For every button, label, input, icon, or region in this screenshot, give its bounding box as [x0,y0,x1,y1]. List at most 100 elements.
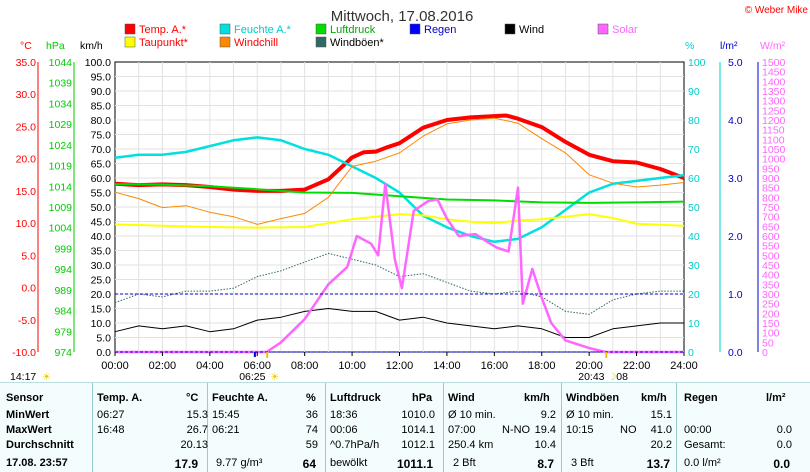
wind-axis-tick-label: 80.0 [91,115,112,127]
legend-swatch [124,23,136,35]
table-divider [443,383,444,472]
rain-axis-tick-label: 3.0 [728,173,743,185]
current-time-label: 14:17 [10,371,36,382]
table-cell-boe-t: Ø 10 min. [566,409,614,421]
copyright-text: © Weber Mike [745,5,809,16]
wind-axis-tick-label: 95.0 [91,72,112,84]
solar-axis-tick-label: 600 [762,231,780,243]
temp-axis-tick-label: 25.0 [16,121,37,133]
pressure-axis-tick-label: 1014 [49,181,73,193]
x-tick-label: 02:00 [149,360,177,372]
rain-axis-tick-label: 5.0 [728,57,743,69]
pressure-axis-tick-label: 999 [54,243,72,255]
table-cell-label: Durchschnitt [6,439,74,451]
rain-axis-tick-label: 4.0 [728,115,743,127]
table-cell-luft-t: 00:06 [330,424,358,436]
solar-axis-tick-label: 450 [762,260,780,272]
pressure-axis-tick-label: 1019 [49,161,73,173]
table-divider [676,383,677,472]
legend-swatch [315,36,327,48]
pressure-axis-tick-label: 1044 [49,57,73,69]
humidity-axis-tick-label: 40 [688,231,700,243]
humidity-axis-tick-label: 20 [688,289,700,301]
legend-swatch [409,23,421,35]
header-sensor: Sensor [6,392,44,404]
x-tick-label: 10:00 [338,360,366,372]
solar-unit-label: W/m² [760,40,786,52]
sun-icon: ☀ [42,372,51,382]
wind-axis-tick-label: 85.0 [91,101,112,113]
x-tick-label: 18:00 [528,360,556,372]
footer-luft-text: bewölkt [330,457,368,469]
temp-axis-tick-label: 0.0 [21,283,36,295]
pressure-axis-tick-label: 979 [54,326,72,338]
humidity-axis-tick-label: 100 [688,57,706,69]
solar-axis-tick-label: 500 [762,250,780,262]
pressure-axis-tick-label: 1039 [49,78,73,90]
x-tick-label: 06:00 [243,360,271,372]
solar-axis-tick-label: 750 [762,202,780,214]
table-cell-regen-t: Gesamt: [684,439,726,451]
table-cell-luft-v: 1010.0 [401,409,435,421]
table-divider [561,383,562,472]
footer-temp: 17.9 [174,457,198,471]
temp-axis-tick-label: 35.0 [16,57,37,69]
legend-label: Solar [612,24,638,36]
table-cell-wind-d: N-NO [502,424,531,436]
solar-axis-tick-label: 50 [762,337,774,349]
wind-axis-tick-label: 15.0 [91,304,112,316]
x-tick-label: 16:00 [481,360,509,372]
table-cell-temp-t: 16:48 [97,424,125,436]
table-cell-regen-v: 0.0 [776,424,792,436]
wind-axis-tick-label: 20.0 [91,289,112,301]
rain-axis-tick-label: 1.0 [728,289,743,301]
legend-label: Windchill [234,37,278,49]
solar-axis-tick-label: 350 [762,279,780,291]
series-line-windchill [114,117,685,225]
x-tick-label: 08:00 [291,360,319,372]
wind-axis-tick-label: 40.0 [91,231,112,243]
solar-axis-tick-label: 1200 [762,115,786,127]
solar-axis-tick-label: 0 [762,347,768,359]
solar-axis-tick-label: 1150 [762,125,785,137]
table-cell-feu-v: 74 [305,424,318,436]
solar-axis-tick-label: 200 [762,308,780,320]
solar-axis-tick-label: 100 [762,328,780,340]
table-cell-feu-t: 06:21 [212,424,240,436]
humidity-axis-tick-label: 80 [688,115,700,127]
table-divider [207,383,208,472]
table-cell-label: MaxWert [6,424,52,436]
table-cell-luft-v: 1014.1 [401,424,435,436]
solar-axis-tick-label: 1250 [762,105,786,117]
solar-axis-tick-label: 1450 [762,67,786,79]
table-cell-boe-v: 15.1 [650,409,672,421]
x-tick-label: 24:00 [670,360,698,372]
wind-axis-tick-label: 45.0 [91,217,112,229]
pressure-axis-tick-label: 1034 [49,98,73,110]
temp-axis-tick-label: 5.0 [21,250,36,262]
header-feuchte: Feuchte A. [212,392,268,404]
solar-axis-tick-label: 400 [762,270,780,282]
table-cell-wind-v: 10.4 [534,439,556,451]
footer-feuchte: 64 [302,457,316,471]
x-tick-label: 20:00 [575,360,603,372]
table-cell-regen-t: 00:00 [684,424,712,436]
wind-axis-tick-label: 10.0 [91,318,112,330]
pressure-axis-tick-label: 994 [54,264,72,276]
header-boeen-unit: km/h [641,392,667,404]
pressure-axis-tick-label: 1024 [49,140,73,152]
table-divider [325,383,326,472]
solar-axis-tick-label: 1500 [762,57,786,69]
solar-axis-tick-label: 1000 [762,154,786,166]
solar-axis-tick-label: 550 [762,241,780,253]
temp-axis-tick-label: 10.0 [16,218,37,230]
solar-axis-tick-label: 1350 [762,86,786,98]
legend-label: Wind [519,24,544,36]
legend-label: Regen [424,24,456,36]
moon-icon: ☽ [607,372,616,382]
table-cell-wind-t: 07:00 [448,424,476,436]
table-cell-wind-t: 250.4 km [448,439,494,451]
footer-wind-bft: 2 Bft [453,457,476,469]
x-tick-label: 12:00 [386,360,414,372]
chart-title: Mittwoch, 17.08.2016 [331,8,474,25]
